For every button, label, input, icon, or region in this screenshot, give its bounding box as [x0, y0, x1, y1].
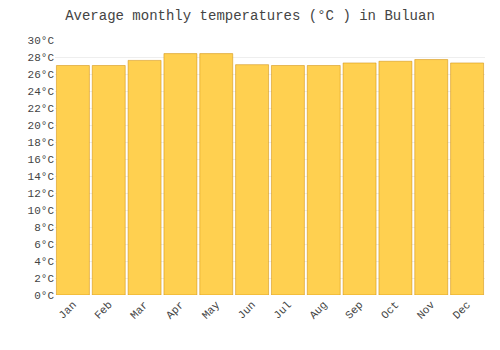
svg-text:14°C: 14°C: [28, 171, 55, 183]
svg-text:2°C: 2°C: [34, 273, 54, 285]
svg-text:20°C: 20°C: [28, 120, 55, 132]
svg-text:10°C: 10°C: [28, 205, 55, 217]
svg-text:18°C: 18°C: [28, 137, 55, 149]
svg-text:0°C: 0°C: [34, 290, 54, 302]
svg-text:Jul: Jul: [271, 299, 293, 321]
svg-text:8°C: 8°C: [34, 222, 54, 234]
svg-text:16°C: 16°C: [28, 154, 55, 166]
svg-text:Mar: Mar: [128, 299, 150, 321]
svg-text:28°C: 28°C: [28, 52, 55, 64]
svg-text:Feb: Feb: [92, 299, 114, 321]
svg-text:30°C: 30°C: [28, 35, 55, 47]
svg-text:Jan: Jan: [56, 299, 78, 321]
svg-text:Aug: Aug: [307, 299, 329, 321]
svg-text:Oct: Oct: [379, 299, 401, 321]
svg-text:Apr: Apr: [164, 299, 186, 321]
svg-text:22°C: 22°C: [28, 103, 55, 115]
svg-text:Jun: Jun: [236, 299, 258, 321]
svg-text:Nov: Nov: [415, 299, 438, 322]
svg-text:6°C: 6°C: [34, 239, 54, 251]
svg-text:24°C: 24°C: [28, 86, 55, 98]
svg-text:May: May: [200, 299, 223, 322]
svg-text:Dec: Dec: [451, 299, 473, 321]
svg-text:26°C: 26°C: [28, 69, 55, 81]
svg-text:4°C: 4°C: [34, 256, 54, 268]
svg-text:Sep: Sep: [343, 299, 365, 321]
svg-text:Average monthly temperatures (: Average monthly temperatures (°C ) in Bu…: [65, 8, 435, 24]
svg-text:12°C: 12°C: [28, 188, 55, 200]
